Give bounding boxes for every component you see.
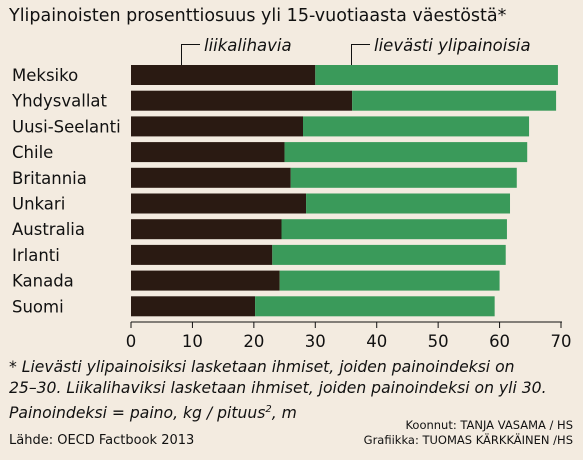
- category-label: Australia: [12, 220, 85, 239]
- bar-overweight: [255, 296, 495, 317]
- bar-overweight: [272, 244, 506, 265]
- bar-obese: [131, 65, 316, 85]
- bar-overweight: [306, 193, 511, 214]
- legend-line-overweight-h: [351, 44, 370, 45]
- bar-obese: [131, 193, 307, 214]
- bar-overweight: [303, 116, 530, 137]
- category-label: Kanada: [12, 272, 74, 291]
- bar-obese: [131, 219, 282, 240]
- bar-obese: [131, 142, 285, 163]
- category-label: Uusi-Seelanti: [12, 117, 121, 136]
- category-label: Unkari: [12, 195, 65, 214]
- legend-line-obese-h: [181, 44, 200, 45]
- category-label: Yhdysvallat: [11, 92, 108, 111]
- credits: Koonnut: TANJA VASAMA / HS Grafiikka: TU…: [364, 418, 573, 448]
- footnote-line-3: Painoindeksi = paino, kg / pituus2, m: [9, 399, 579, 424]
- bar-obese: [131, 270, 280, 291]
- x-tick-label: 50: [428, 332, 449, 351]
- x-tick-label: 30: [305, 332, 326, 351]
- bar-overweight: [279, 270, 500, 291]
- legend-label-obese: liikalihavia: [204, 36, 292, 55]
- footnote-line-3-pre: Painoindeksi = paino, kg / pituus: [9, 404, 266, 423]
- bar-overweight: [290, 167, 517, 188]
- category-label: Britannia: [12, 169, 87, 188]
- x-tick-label: 10: [182, 332, 203, 351]
- category-label: Meksiko: [12, 66, 78, 85]
- x-tick-label: 0: [126, 332, 137, 351]
- footnote-line-3-post: , m: [271, 404, 297, 423]
- credits-compiled-by: Koonnut: TANJA VASAMA / HS: [405, 418, 573, 432]
- credits-graphics-by: Grafiikka: TUOMAS KÄRKKÄINEN /HS: [363, 433, 573, 447]
- bar-obese: [131, 296, 256, 317]
- footnote: * Lievästi ylipainoisiksi lasketaan ihmi…: [9, 357, 579, 424]
- source-note: Lähde: OECD Factbook 2013: [9, 433, 195, 448]
- footnote-sup: 2: [265, 404, 272, 415]
- legend-line-overweight: [351, 44, 352, 66]
- legend-line-obese: [181, 44, 182, 66]
- bar-overweight: [281, 219, 507, 240]
- bar-obese: [131, 244, 273, 265]
- category-label: Suomi: [12, 297, 64, 316]
- x-tick-label: 70: [551, 332, 572, 351]
- footnote-line-1: * Lievästi ylipainoisiksi lasketaan ihmi…: [9, 358, 515, 376]
- category-label: Irlanti: [12, 246, 60, 265]
- chart-title: Ylipainoisten prosenttiosuus yli 15-vuot…: [9, 6, 507, 26]
- bar-overweight: [315, 65, 558, 85]
- x-tick-label: 60: [489, 332, 510, 351]
- legend-label-overweight: lievästi ylipainoisia: [374, 36, 531, 55]
- bar-obese: [131, 90, 353, 111]
- bar-obese: [131, 116, 303, 137]
- footnote-line-2: 25–30. Liikalihaviksi lasketaan ihmiset,…: [9, 379, 547, 397]
- bar-obese: [131, 167, 291, 188]
- bar-overweight: [284, 142, 528, 163]
- bar-overweight: [352, 90, 557, 111]
- x-tick-label: 20: [243, 332, 264, 351]
- x-tick-label: 40: [366, 332, 387, 351]
- category-label: Chile: [12, 143, 53, 162]
